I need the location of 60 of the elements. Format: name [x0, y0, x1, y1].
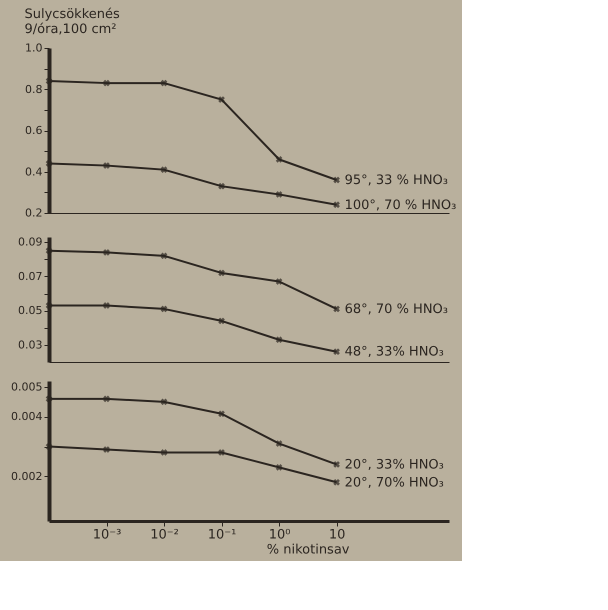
point — [103, 302, 110, 309]
y-tick-label: 0.4 — [25, 165, 42, 178]
series-label: 100°, 70 % HNO₃ — [344, 198, 456, 213]
series-label: 20°, 33% HNO₃ — [344, 457, 444, 472]
point — [218, 182, 225, 190]
point — [103, 446, 110, 453]
point — [333, 176, 340, 184]
point — [46, 247, 52, 254]
point — [160, 80, 168, 86]
y-tick-label: 0.07 — [18, 270, 42, 283]
point — [218, 449, 225, 456]
point — [160, 252, 168, 260]
point — [276, 440, 282, 447]
point — [333, 478, 340, 486]
point — [160, 398, 168, 406]
point — [160, 306, 168, 312]
point — [276, 278, 282, 285]
series-label: 68°, 70 % HNO₃ — [344, 302, 448, 317]
y-tick-label: 0.09 — [18, 236, 42, 249]
x-tick-label: 10⁻² — [150, 528, 179, 542]
series-label: 95°, 33 % HNO₃ — [344, 173, 448, 188]
x-tick-label: 10⁰ — [268, 528, 290, 542]
point — [103, 396, 110, 402]
point — [218, 270, 225, 276]
x-tick-label: 10⁻¹ — [208, 528, 236, 542]
y-tick-label: 1.0 — [25, 42, 42, 54]
point — [218, 318, 225, 324]
point — [103, 80, 110, 86]
y-tick-label: 0.2 — [25, 206, 42, 220]
point — [46, 396, 52, 402]
point — [218, 410, 225, 418]
point — [103, 162, 110, 169]
point — [160, 449, 168, 456]
point — [46, 78, 52, 84]
y-tick-label: 0.05 — [18, 304, 42, 318]
point — [46, 160, 52, 167]
point — [276, 464, 282, 471]
series-label: 20°, 70% HNO₃ — [344, 475, 444, 490]
point — [46, 302, 52, 309]
y-tick-label: 0.005 — [11, 380, 42, 394]
point — [160, 166, 168, 174]
y-tick-label: 0.03 — [18, 338, 42, 352]
point — [333, 461, 340, 468]
y-tick-label: 0.8 — [25, 82, 42, 96]
y-tick-label: 0.004 — [11, 410, 42, 424]
point — [333, 201, 340, 208]
x-tick-label: 10 — [328, 528, 346, 542]
point — [333, 348, 340, 356]
y-tick-label: 0.002 — [11, 470, 42, 483]
x-axis-title: % nikotinsav — [266, 542, 350, 558]
point — [103, 249, 110, 256]
x-tick-label: 10⁻³ — [92, 528, 122, 542]
point — [276, 336, 282, 344]
point — [276, 191, 282, 198]
point — [276, 156, 282, 163]
y-tick-label: 0.6 — [25, 124, 42, 137]
y-axis-title: Sulycsökkenés 9/óra,100 cm² — [24, 7, 120, 37]
point — [333, 306, 340, 312]
point — [218, 96, 225, 103]
series-label: 48°, 33% HNO₃ — [344, 344, 444, 360]
